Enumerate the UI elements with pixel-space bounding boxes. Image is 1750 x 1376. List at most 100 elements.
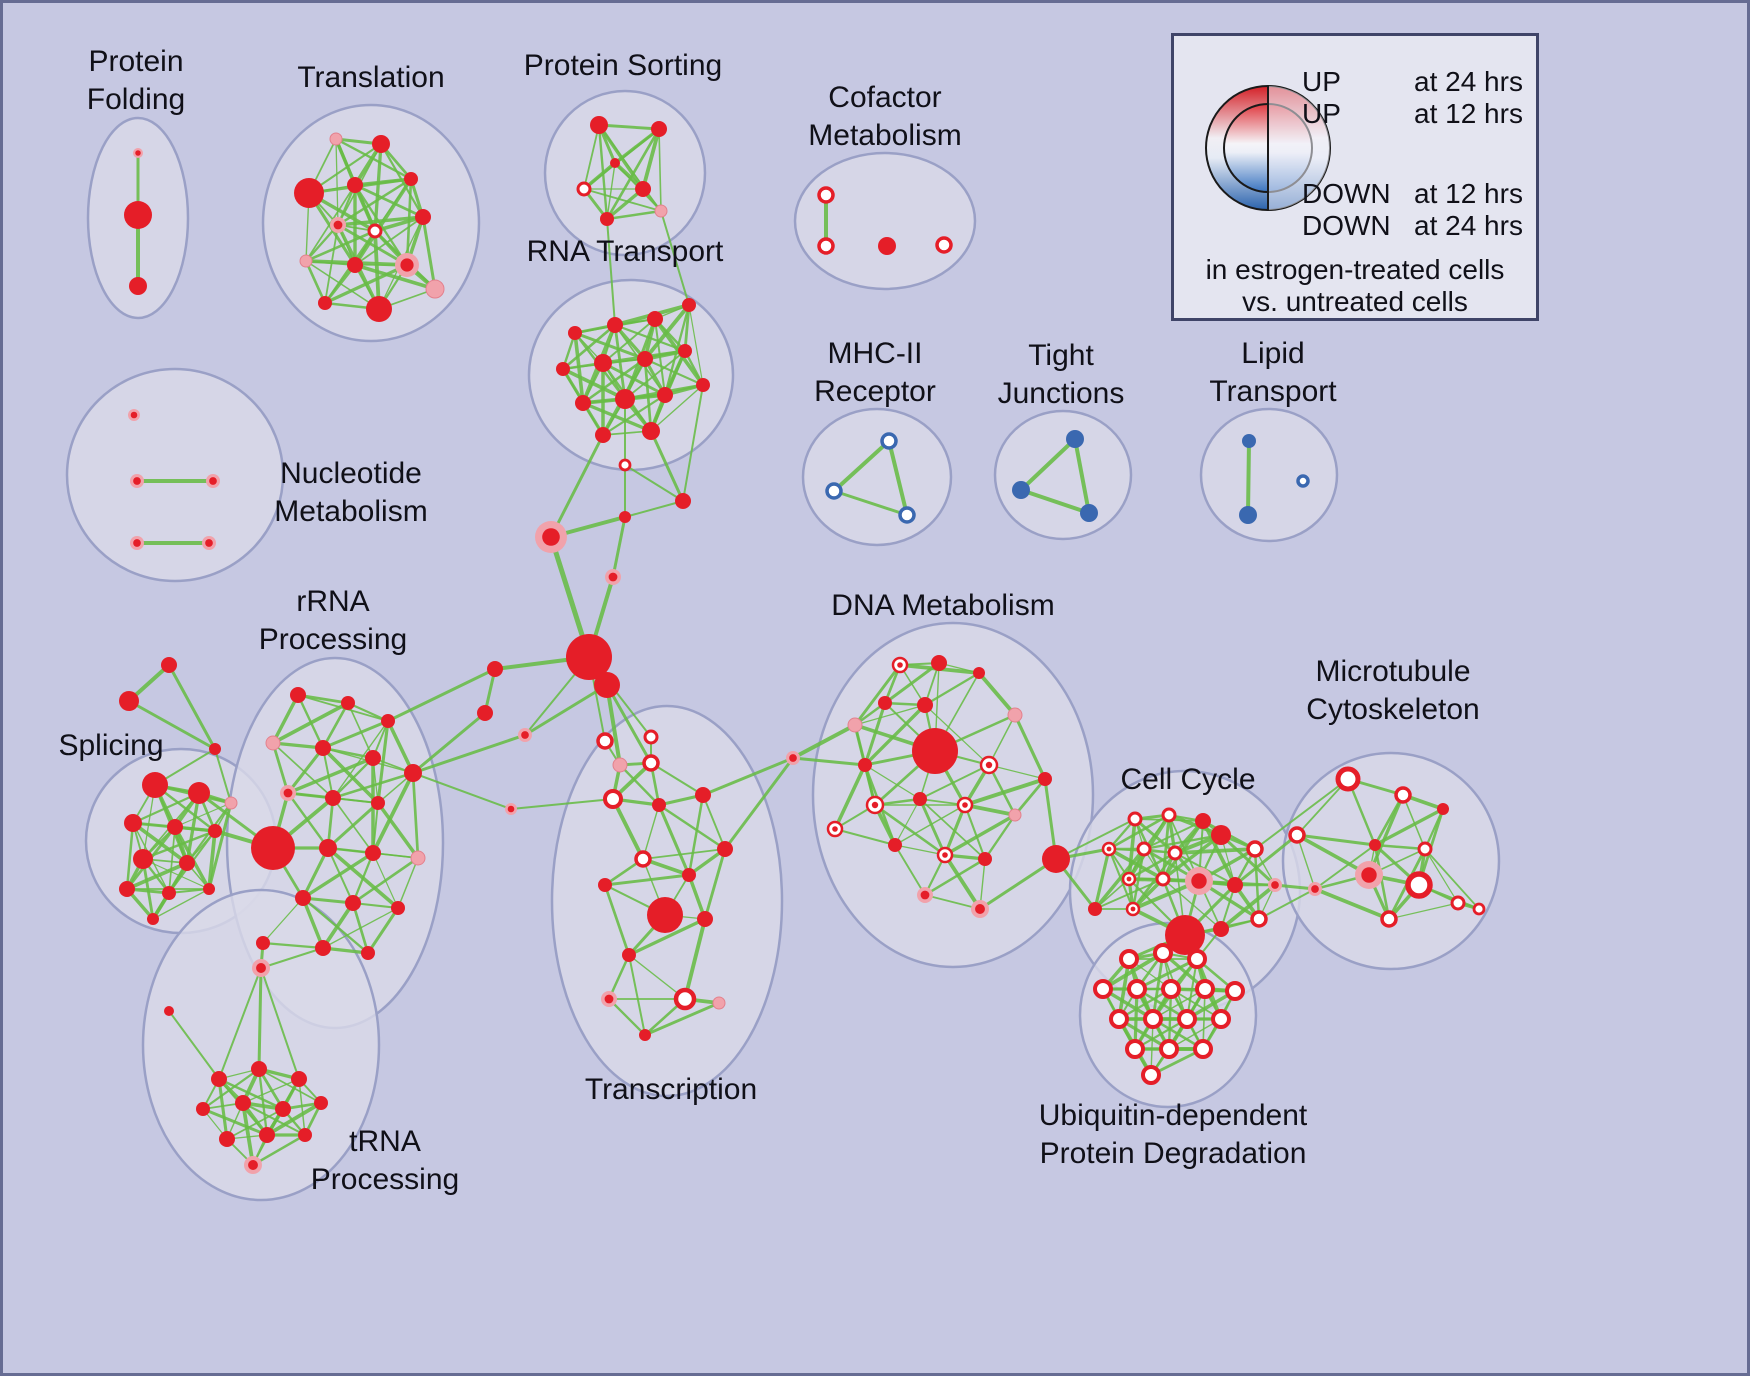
network-node [635,181,651,197]
network-edge [650,384,704,432]
network-edge [683,303,691,353]
network-node [1225,981,1245,1001]
network-node [391,901,405,915]
network-node [365,845,381,861]
network-edge [601,393,667,437]
layer-labels: Protein Folding Translation Protein Sorting… [58,45,1479,1196]
network-edge [988,764,1046,780]
network-node [985,761,993,769]
module-label-splicing: Splicing [58,729,163,762]
module-ellipse-nucleotide-metabolism [65,367,285,583]
network-edge [894,844,946,856]
network-edge [353,177,413,187]
network-node [1141,1065,1161,1085]
network-node [1472,902,1486,916]
network-node [643,729,659,745]
legend-note-line2: vs. untreated cells [1242,286,1468,317]
network-edge [1019,437,1077,492]
network-node [147,913,159,925]
network-edge [322,907,399,949]
updown-ring-icon [1205,85,1331,211]
network-node [265,735,281,751]
network-edge [1254,778,1349,850]
network-edge [353,183,425,219]
network-node [400,258,414,272]
network-node [161,657,177,673]
network-edge [919,798,986,860]
network-node [366,296,392,322]
network-edge [1107,813,1171,851]
module-label-nucleotide-metabolism: Nucleotide Metabolism [274,457,427,528]
network-edge [131,791,201,825]
network-edge [607,997,647,1037]
network-edge [561,367,627,401]
network-node [1008,808,1022,822]
network-node [647,897,683,933]
network-node [825,482,843,500]
network-node [935,236,953,254]
network-node [188,782,210,804]
network-edge [174,802,232,828]
network-edge [683,917,707,1001]
network-edge [624,350,686,400]
network-node [251,1061,267,1077]
module-label-mhc-ii-receptor: MHC-II Receptor [814,337,936,408]
module-label-dna-metabolism: DNA Metabolism [831,589,1054,622]
legend-direction: DOWN [1302,178,1391,209]
network-edge [1151,951,1165,1021]
network-node [612,757,628,773]
network-node [361,946,375,960]
network-node [1038,772,1052,786]
network-edge [371,771,415,855]
module-label-tight-junctions: Tight Junctions [998,339,1125,410]
network-edge [258,1068,322,1104]
network-edge [1168,1018,1222,1050]
network-edge [241,1101,307,1137]
module-ellipse-lipid-transport [1199,407,1339,543]
network-node [1361,867,1377,883]
network-edge [207,801,233,891]
network-node [595,427,611,443]
network-edge [894,804,966,846]
network-edge [1388,902,1459,920]
network-node [622,948,636,962]
legend-note-line1: in estrogen-treated cells [1205,254,1505,285]
network-edge [627,917,707,957]
network-edge [257,966,263,1071]
network-node [235,1095,251,1111]
network-edge [1152,988,1206,1020]
network-node [365,750,381,766]
network-edge [663,303,691,397]
network-node [251,826,295,870]
network-edge [605,127,661,221]
network-edge [1073,437,1091,515]
network-edge [397,857,419,909]
network-node [135,150,141,156]
network-node [124,814,142,832]
network-edge [1133,1017,1189,1051]
network-node [603,789,623,809]
network-node [1161,979,1181,999]
network-edge [1127,851,1177,881]
network-edge [613,127,661,165]
network-edge [510,798,614,810]
network-edge [1373,843,1427,851]
network-edge [887,439,909,517]
network-node [615,389,635,409]
legend-row-down12: DOWN at 12 hrs [1302,178,1523,210]
network-node [1246,840,1264,858]
network-edge [978,857,1058,911]
network-node [1195,979,1215,999]
legend-time: at 24 hrs [1414,210,1523,241]
network-edge [127,699,217,751]
network-edge [603,883,631,957]
network-edge [331,756,375,800]
network-edge [682,384,704,502]
network-node [858,758,872,772]
network-edge [918,797,947,857]
network-edge [605,683,653,765]
network-node [975,904,985,914]
network-edge [167,663,217,751]
network-node [477,705,493,721]
